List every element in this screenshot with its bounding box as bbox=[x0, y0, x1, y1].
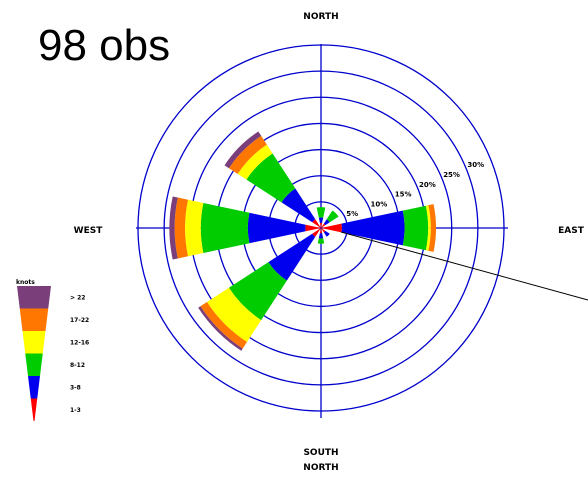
petal-225-band-6 bbox=[198, 306, 243, 351]
ring-label-30: 30% bbox=[467, 161, 484, 169]
petal-270-band-5 bbox=[174, 197, 189, 259]
petal-270-band-6 bbox=[169, 196, 178, 260]
petal-90-band-2 bbox=[341, 210, 405, 246]
petal-315-band-4 bbox=[237, 144, 273, 180]
petal-315-band-5 bbox=[228, 135, 267, 174]
ring-label-25: 25% bbox=[443, 171, 460, 179]
ring-labels-layer: 5% 10% 15% 20% 25% 30% bbox=[346, 161, 484, 218]
petal-180-band-1 bbox=[319, 228, 323, 234]
petal-270-band-3 bbox=[200, 202, 250, 254]
legend-bands bbox=[17, 286, 51, 421]
legend-label-1: > 22 bbox=[70, 294, 85, 301]
petal-90-band-3 bbox=[402, 205, 429, 251]
petals-layer bbox=[169, 131, 437, 351]
legend-label-3: 12-16 bbox=[70, 339, 89, 346]
legend-band-5 bbox=[28, 376, 40, 399]
pointer-line bbox=[340, 231, 588, 301]
petal-270-band-1 bbox=[305, 224, 321, 232]
petal-45-band-2 bbox=[323, 219, 330, 226]
legend-label-6: 1-3 bbox=[70, 407, 81, 414]
legend-band-2 bbox=[19, 308, 49, 331]
petal-315-band-2 bbox=[281, 188, 316, 223]
petal-90-band-1 bbox=[321, 223, 342, 233]
petal-225-band-4 bbox=[206, 287, 262, 343]
ring-label-5: 5% bbox=[346, 210, 358, 218]
ring-label-20: 20% bbox=[419, 181, 436, 189]
petal-0-band-1 bbox=[319, 222, 323, 228]
label-west: WEST bbox=[74, 226, 104, 236]
petal-315-band-1 bbox=[312, 219, 321, 228]
legend-label-4: 8-12 bbox=[70, 362, 85, 369]
legend-label-5: 3-8 bbox=[70, 384, 81, 391]
petal-90-band-4 bbox=[425, 205, 431, 251]
ring-label-15: 15% bbox=[395, 191, 412, 199]
legend-band-4 bbox=[25, 353, 43, 376]
petal-90-band-5 bbox=[428, 204, 437, 252]
speed-legend: knots > 22 17-22 12-16 8-12 3-8 1-3 bbox=[16, 279, 89, 421]
petal-180-band-2 bbox=[318, 233, 324, 239]
legend-band-6 bbox=[30, 398, 38, 421]
petal-225-band-3 bbox=[228, 262, 287, 321]
petal-315-band-6 bbox=[224, 131, 262, 169]
petal-315-band-3 bbox=[246, 153, 296, 203]
petal-225-band-2 bbox=[268, 233, 316, 281]
petal-135-band-1 bbox=[321, 228, 326, 233]
petal-0-band-2 bbox=[318, 217, 324, 223]
legend-band-1 bbox=[17, 286, 51, 309]
petal-0-band-3 bbox=[316, 207, 326, 218]
petal-135-band-2 bbox=[323, 230, 330, 237]
legend-labels: > 22 17-22 12-16 8-12 3-8 1-3 bbox=[70, 294, 89, 414]
legend-title: knots bbox=[16, 279, 35, 286]
petal-225-band-1 bbox=[312, 228, 321, 237]
label-north: NORTH bbox=[303, 12, 338, 22]
petal-270-band-4 bbox=[185, 199, 204, 257]
petal-225-band-5 bbox=[200, 302, 247, 349]
legend-band-3 bbox=[22, 331, 46, 354]
label-bottom-north: NORTH bbox=[303, 463, 338, 473]
petal-180-band-3 bbox=[317, 238, 325, 244]
chart-title: 98 obs bbox=[38, 21, 170, 70]
legend-label-2: 17-22 bbox=[70, 317, 89, 324]
label-east: EAST bbox=[558, 226, 585, 236]
petal-270-band-2 bbox=[247, 212, 306, 244]
label-south: SOUTH bbox=[303, 448, 338, 458]
petal-45-band-1 bbox=[321, 223, 326, 228]
ring-label-10: 10% bbox=[370, 200, 387, 208]
petal-45-band-3 bbox=[326, 210, 339, 223]
